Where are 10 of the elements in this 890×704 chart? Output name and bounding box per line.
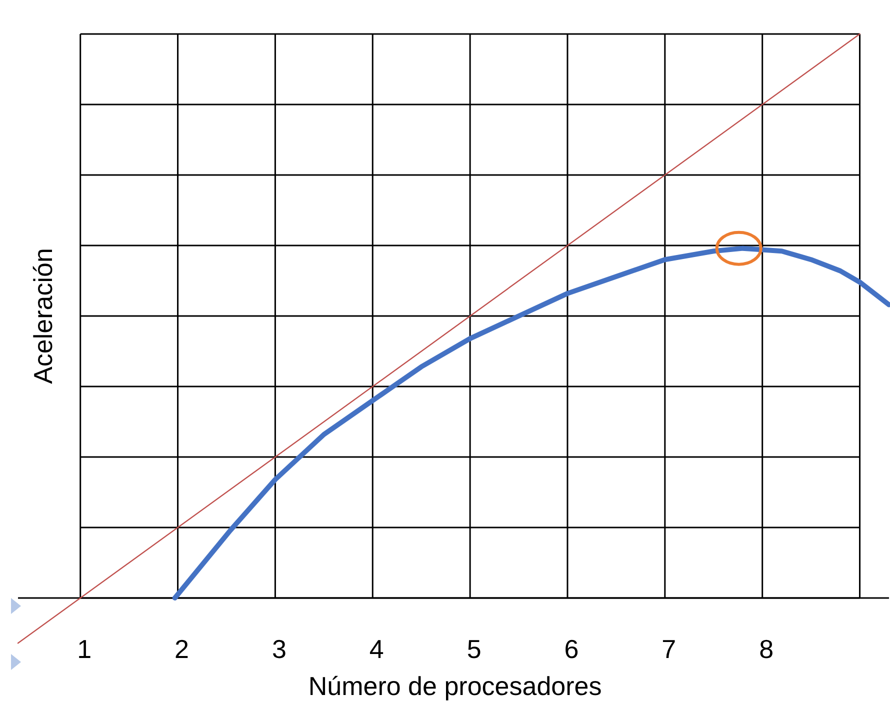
x-axis-title: Número de procesadores — [308, 671, 602, 701]
x-tick-label: 7 — [662, 634, 676, 664]
x-tick-label: 8 — [759, 634, 774, 664]
x-tick-label: 3 — [272, 634, 286, 664]
x-tick-label: 4 — [369, 634, 384, 664]
x-tick-label: 6 — [564, 634, 579, 664]
x-tick-label: 2 — [174, 634, 190, 664]
x-tick-label: 5 — [466, 634, 482, 664]
x-tick-label: 1 — [77, 634, 92, 664]
y-axis-title: Aceleración — [28, 248, 58, 384]
